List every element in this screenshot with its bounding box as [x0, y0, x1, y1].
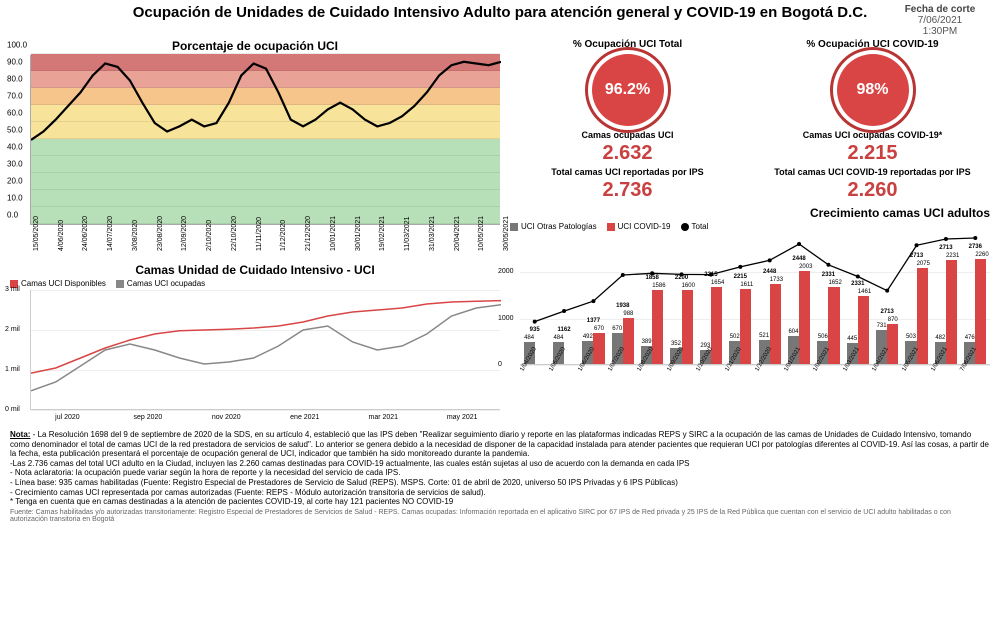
- growth-legend: UCI Otras PatologíasUCI COVID-19Total: [510, 222, 990, 231]
- beds-chart-title: Camas Unidad de Cuidado Intensivo - UCI: [10, 263, 500, 277]
- growth-chart: 0100020004849351/04/202048411621/05/2020…: [520, 235, 990, 365]
- growth-title: Crecimiento camas UCI adultos: [510, 206, 990, 220]
- pct-chart: 0.010.020.030.040.050.060.070.080.090.01…: [30, 55, 500, 225]
- page-title: Ocupación de Unidades de Cuidado Intensi…: [110, 4, 890, 22]
- pct-chart-title: Porcentaje de ocupación UCI: [10, 39, 500, 53]
- kpi-total: % Ocupación UCI Total 96.2% Camas ocupad…: [510, 39, 745, 204]
- beds-legend: Camas UCI DisponiblesCamas UCI ocupadas: [10, 279, 500, 288]
- date-box: Fecha de corte 7/06/2021 1:30PM: [890, 4, 990, 37]
- notes: Nota: - La Resolución 1698 del 9 de sept…: [10, 430, 990, 507]
- beds-chart: 0 mil1 mil2 mil3 miljul 2020sep 2020nov …: [30, 290, 500, 410]
- fuente: Fuente: Camas habilitadas y/o autorizada…: [10, 509, 990, 523]
- kpi-covid: % Ocupación UCI COVID-19 98% Camas UCI o…: [755, 39, 990, 204]
